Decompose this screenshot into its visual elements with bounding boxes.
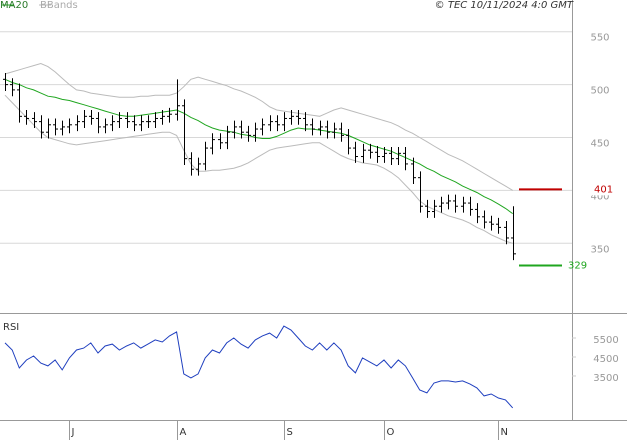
legend-ma20: MA20 [0,0,28,11]
bband-upper [4,62,513,191]
level-label: 329 [568,260,587,271]
y-tick-label: 400 [590,191,609,202]
y-tick-label: 350 [590,244,609,255]
y-tick-label: 500 [590,86,609,97]
y-tick-label: 3500 [593,373,618,384]
x-tick-label: N [501,427,508,438]
bband-lower [4,94,513,244]
rsi-title: RSI [3,322,19,333]
y-tick-label: 550 [590,33,609,44]
x-tick-label: O [387,427,395,438]
x-tick-label: S [287,427,293,438]
rsi-line [4,325,514,409]
y-tick-label: 450 [590,138,609,149]
ma20-line [4,78,513,215]
legend-bbands: BBands [40,0,78,11]
y-tick-label: 5500 [593,335,618,346]
level-label: 401 [594,184,613,195]
x-tick-label: A [180,427,187,438]
timestamp: © TEC 10/11/2024 4:0 GMT [435,0,574,11]
level-label-bg [580,259,616,272]
level-label-bg [580,183,616,196]
x-tick-label: J [71,427,75,438]
y-tick-label: 4500 [593,354,618,365]
